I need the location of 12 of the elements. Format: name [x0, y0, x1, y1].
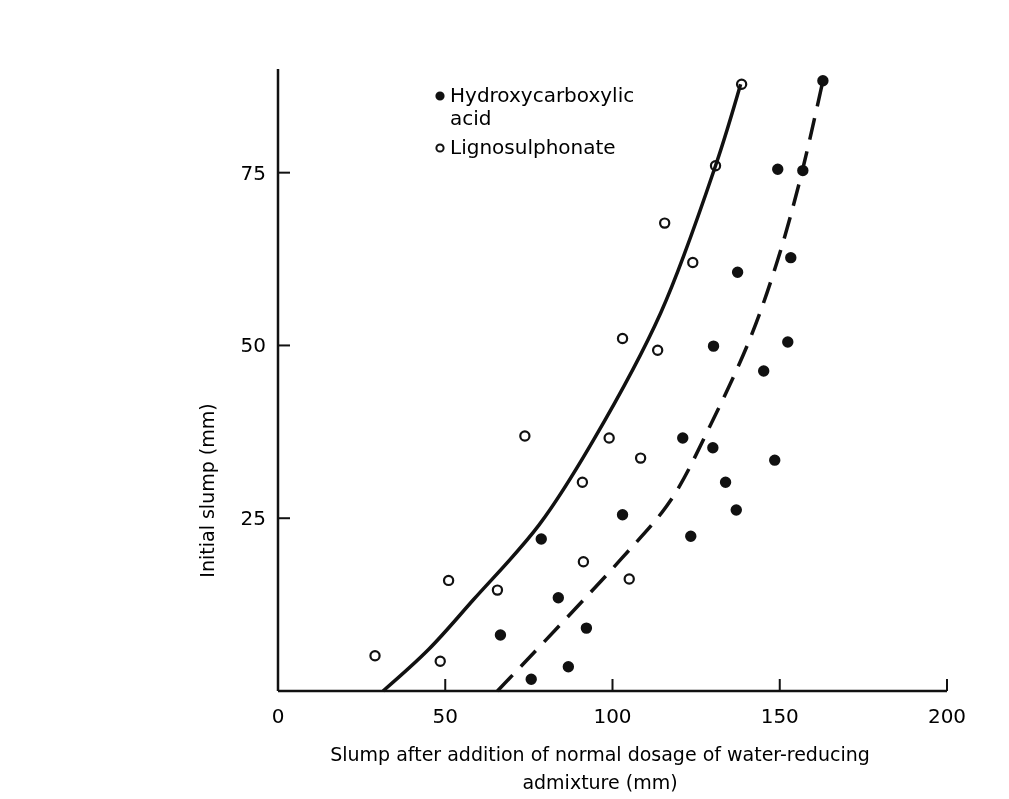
x-tick-label: 200 [927, 704, 967, 728]
x-tick-label: 100 [593, 704, 632, 728]
legend-label: Hydroxycarboxylic acid [450, 83, 635, 130]
x-tick-label: 150 [760, 704, 799, 728]
x-tick-label: 50 [432, 704, 458, 728]
x-tick-label: 0 [271, 704, 285, 728]
x-axis-title: Slump after addition of normal dosage of water-reducing admixture (mm) [330, 743, 870, 793]
y-tick-label: 25 [240, 506, 266, 531]
y-tick-label: 75 [240, 160, 266, 185]
y-axis-title: Initial slump (mm) [196, 403, 218, 578]
legend-label: Lignosulphonate [450, 135, 616, 159]
y-tick-label: 50 [240, 333, 266, 358]
